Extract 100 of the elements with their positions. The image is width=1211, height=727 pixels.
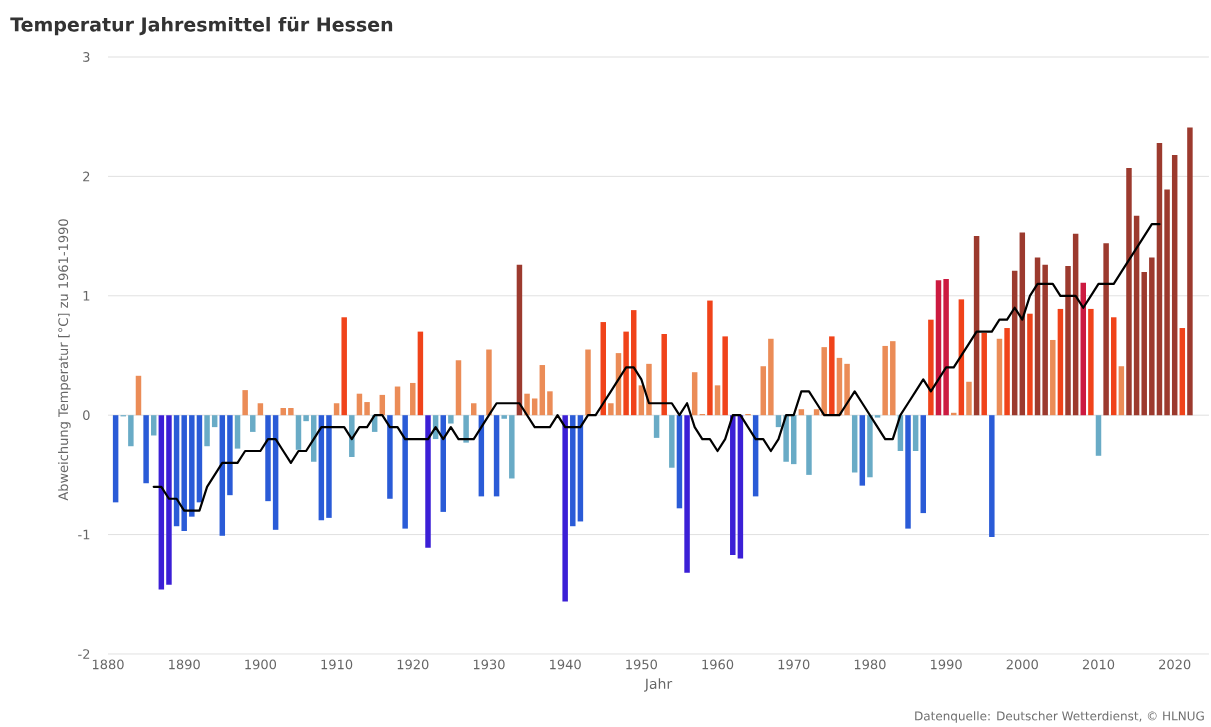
bar [874,415,881,418]
bar [790,415,797,465]
bar [150,415,157,436]
bar [509,415,515,479]
bar [989,415,995,537]
bar [1118,366,1125,416]
bar [196,415,203,503]
bar [189,415,195,517]
x-tick-label: 1950 [626,659,658,670]
bar [562,415,568,602]
bar [280,408,286,416]
y-axis-title: Abweichung Temperatur [°C] zu 1961-1990 [58,219,71,501]
bar [768,338,774,416]
bar [943,279,949,416]
bar [288,408,294,416]
bar [867,415,873,478]
chart-title: Temperatur Jahresmittel für Hessen [10,16,393,36]
bar [829,336,835,416]
x-tick-label: 2020 [1159,659,1191,670]
bar [783,415,789,462]
bar [402,415,408,529]
x-tick-label: 1970 [778,659,810,670]
bar [1111,317,1117,416]
bar [463,415,469,443]
bar [806,415,812,475]
bar [821,347,827,416]
bar [547,391,553,416]
bar [227,415,233,496]
x-tick-label: 1910 [321,659,353,670]
bar [669,415,675,468]
bar [303,415,309,422]
x-tick-label: 1930 [473,659,505,670]
y-tick-label: 3 [83,52,90,62]
bar [1141,271,1147,416]
bar [455,360,462,416]
bar [1027,313,1033,416]
bar [691,372,698,416]
bar [204,415,210,447]
bar [676,415,683,509]
bar [410,382,416,416]
bar [1050,339,1056,416]
bar [851,415,858,473]
y-tick-label: 2 [83,171,90,182]
bar [912,415,919,452]
x-tick-label: 1920 [397,659,429,670]
bar [707,300,713,416]
bar [128,415,134,447]
bar [890,341,896,416]
bar [798,409,805,416]
bar [1004,328,1010,416]
bar [608,403,614,416]
bar [493,415,500,497]
bar [364,402,370,416]
bar [646,363,652,416]
bar [1065,265,1071,416]
bar [813,409,820,416]
bar [448,415,454,424]
bar [387,415,393,499]
y-tick-label: -2 [78,649,90,659]
bar [501,415,507,419]
x-tick-label: 1900 [245,659,277,670]
bar [1179,328,1186,416]
bar [1126,168,1132,416]
bar [844,363,850,416]
bar [1171,154,1178,416]
bar [730,415,736,555]
bar [143,415,149,484]
x-axis-title: Jahr [644,678,673,692]
bar [1095,415,1102,456]
y-tick-label: 0 [83,410,90,421]
bar [722,336,728,416]
bar [1042,264,1048,416]
bar [1057,308,1064,416]
bar [775,415,782,428]
bar [425,415,431,548]
bar [234,415,241,449]
bar [333,403,340,416]
bar [470,403,477,416]
x-tick-label: 1960 [702,659,734,670]
x-tick-label: 1940 [550,659,581,670]
bar [524,393,530,416]
bar [158,415,165,590]
bar [250,415,256,432]
bar [714,385,721,416]
bar [242,390,248,416]
x-tick-label: 2000 [1006,659,1038,670]
bar [1187,127,1193,416]
bar [417,331,424,416]
bar [973,236,980,416]
text: Datenquelle: Deutscher Wetterdienst, © HLNUG [915,711,1204,723]
bar [135,375,142,416]
bar [181,415,187,532]
y-tick-label: 1 [83,291,90,301]
bar [684,415,690,573]
bar [1103,243,1109,416]
bar [859,415,866,486]
bar [653,415,660,438]
bar [760,366,766,416]
x-tick-label: 1990 [931,659,962,670]
bar [981,332,987,416]
